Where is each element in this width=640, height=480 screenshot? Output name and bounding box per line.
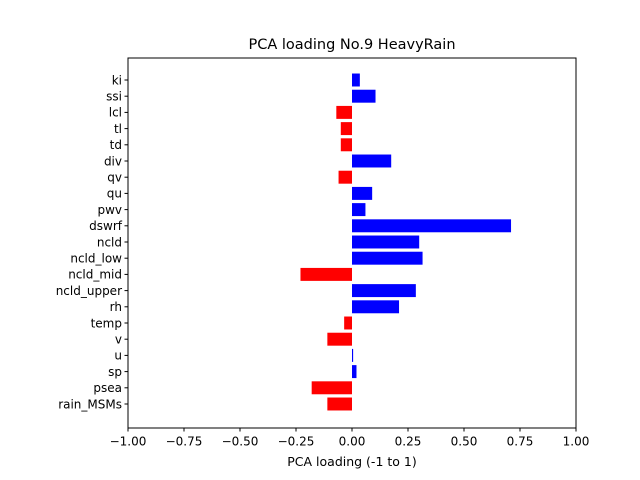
y-tick-label: ssi — [106, 90, 122, 104]
bar-ssi — [352, 89, 376, 103]
bar-qu — [352, 186, 373, 200]
x-tick-label: −0.50 — [222, 435, 259, 449]
bar-rain-msms — [327, 397, 352, 411]
bar-u — [352, 348, 354, 362]
y-tick-label: ncld_low — [70, 252, 122, 266]
bar-sp — [352, 365, 357, 379]
y-tick-label: td — [110, 138, 122, 152]
x-tick-label: −0.75 — [166, 435, 203, 449]
y-tick-label: temp — [91, 316, 122, 330]
bar-qv — [338, 170, 352, 184]
y-tick-label: pwv — [97, 203, 122, 217]
y-tick-label: u — [114, 349, 122, 363]
y-tick-label: dswrf — [89, 219, 123, 233]
bar-dswrf — [352, 219, 512, 233]
y-tick-label: tl — [114, 122, 122, 136]
y-tick-label: qv — [107, 171, 122, 185]
y-tick-label: div — [104, 154, 122, 168]
y-axis-ticks: ki ssi lcl tl td div qv qu pwv dswrf ncld ncld_lown… — [56, 73, 128, 411]
x-axis-label: PCA loading (-1 to 1) — [287, 454, 416, 469]
y-tick-label: sp — [108, 365, 122, 379]
x-tick-label: 1.00 — [563, 435, 590, 449]
bar-temp — [344, 316, 352, 330]
x-axis-ticks: −1.00 −0.75 −0.50 −0.25 0.00 0.25 0.50 0.75 1.00 — [110, 428, 590, 449]
y-tick-label: lcl — [109, 106, 122, 120]
y-tick-label: rain_MSMs — [58, 397, 122, 411]
y-tick-label: ncld — [97, 235, 122, 249]
y-tick-label: ncld_upper — [56, 284, 122, 298]
bars-group — [300, 73, 512, 411]
bar-rh — [352, 300, 400, 314]
bar-div — [352, 154, 392, 168]
bar-psea — [311, 381, 352, 395]
y-tick-label: qu — [107, 187, 122, 201]
bar-ncld-upper — [352, 284, 416, 298]
bar-v — [327, 332, 352, 346]
y-tick-label: v — [115, 333, 122, 347]
x-tick-label: 0.75 — [507, 435, 534, 449]
bar-ncld-mid — [300, 267, 352, 281]
chart-title: PCA loading No.9 HeavyRain — [248, 37, 455, 53]
bar-ncld-low — [352, 251, 423, 265]
y-tick-label: ncld_mid — [68, 268, 122, 282]
bar-lcl — [336, 105, 352, 119]
plot-frame — [127, 57, 577, 429]
x-tick-label: 0.25 — [395, 435, 422, 449]
x-tick-label: −0.25 — [278, 435, 315, 449]
y-tick-label: ki — [112, 73, 122, 87]
bar-tl — [340, 122, 352, 136]
bar-ncld — [352, 235, 420, 249]
y-tick-label: psea — [93, 381, 122, 395]
bar-ki — [352, 73, 360, 87]
bar-pwv — [352, 203, 366, 217]
y-tick-label: rh — [110, 300, 122, 314]
x-tick-label: 0.00 — [339, 435, 366, 449]
x-tick-label: 0.50 — [451, 435, 478, 449]
bar-td — [340, 138, 352, 152]
x-tick-label: −1.00 — [110, 435, 147, 449]
